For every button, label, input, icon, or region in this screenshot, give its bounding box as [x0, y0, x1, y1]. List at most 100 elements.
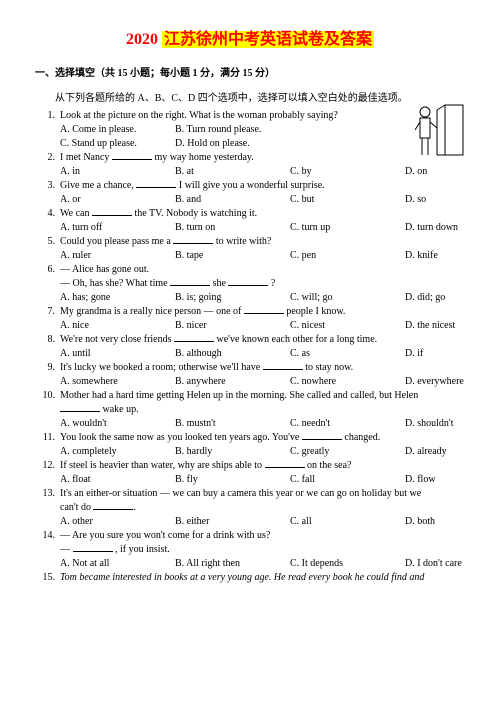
question-number: 13.	[35, 488, 55, 499]
options-row: A. orB. andC. butD. so	[60, 194, 465, 205]
question-item: 5. Could you please pass me a to write wi…	[35, 236, 465, 247]
option-a: A. or	[60, 194, 175, 205]
question-number: 7.	[35, 306, 55, 317]
question-text: Could you please pass me a to write with…	[60, 236, 465, 247]
question-item: 13. It's an either-or situation — we can…	[35, 488, 465, 499]
option-a: A. Not at all	[60, 558, 175, 569]
option-c: C. greatly	[290, 446, 405, 457]
option-d: D. on	[405, 166, 485, 177]
options-row: A. floatB. flyC. fallD. flow	[60, 474, 465, 485]
question-item: 9. It's lucky we booked a room; otherwise…	[35, 362, 465, 373]
option-a: A. completely	[60, 446, 175, 457]
question-number: 1.	[35, 110, 55, 121]
question-item: 6. — Alice has gone out.	[35, 264, 465, 275]
question-item: 3. Give me a chance, I will give you a wo…	[35, 180, 465, 191]
options-row: A. rulerB. tapeC. penD. knife	[60, 250, 465, 261]
option-b: B. fly	[175, 474, 290, 485]
option-a: A. nice	[60, 320, 175, 331]
option-c: C. all	[290, 516, 405, 527]
question-number: 9.	[35, 362, 55, 373]
question-number: 6.	[35, 264, 55, 275]
question-text-line2: — , if you insist.	[60, 544, 465, 555]
options-row: C. Stand up please.D. Hold on please.	[60, 138, 465, 149]
options-row: A. completelyB. hardlyC. greatlyD. alrea…	[60, 446, 465, 457]
question-text: Mother had a hard time getting Helen up …	[60, 390, 465, 401]
question-text: If steel is heavier than water, why are …	[60, 460, 465, 471]
question-number: 4.	[35, 208, 55, 219]
option-c: C. pen	[290, 250, 405, 261]
page-title: 2020 江苏徐州中考英语试卷及答案	[35, 25, 465, 49]
question-text: We're not very close friends we've known…	[60, 334, 465, 345]
option-d: D. already	[405, 446, 485, 457]
question-number: 14.	[35, 530, 55, 541]
option-c: C. will; go	[290, 292, 405, 303]
option-b: B. nicer	[175, 320, 290, 331]
option-d: D. did; go	[405, 292, 485, 303]
question-item: 1. Look at the picture on the right. What…	[35, 110, 465, 121]
option-a: A. ruler	[60, 250, 175, 261]
question-item: 11. You look the same now as you looked …	[35, 432, 465, 443]
question-text: — Alice has gone out.	[60, 264, 465, 275]
question-item: 2.I met Nancy my way home yesterday.	[35, 152, 465, 163]
question-item: 4.We can the TV. Nobody is watching it.	[35, 208, 465, 219]
option-d: D. so	[405, 194, 485, 205]
options-row: A. has; goneB. is; goingC. will; goD. di…	[60, 292, 465, 303]
question-text: My grandma is a really nice person — one…	[60, 306, 465, 317]
options-row: A. inB. atC. byD. on	[60, 166, 465, 177]
question-text-line2: — Oh, has she? What time she ?	[60, 278, 465, 289]
question-text: Give me a chance, I will give you a wond…	[60, 180, 465, 191]
option-b: B. either	[175, 516, 290, 527]
option-d: D. both	[405, 516, 485, 527]
question-number: 8.	[35, 334, 55, 345]
option-c: C. Stand up please.	[60, 138, 175, 149]
option-c: C. needn't	[290, 418, 405, 429]
option-a: A. Come in please.	[60, 124, 175, 135]
option-d: D. I don't care	[405, 558, 485, 569]
options-row: A. somewhereB. anywhereC. nowhereD. ever…	[60, 376, 465, 387]
option-c: C. It depends	[290, 558, 405, 569]
title-year: 2020	[126, 31, 158, 48]
option-c: C. by	[290, 166, 405, 177]
question-item: 8. We're not very close friends we've kno…	[35, 334, 465, 345]
question-continuation: — , if you insist.	[35, 544, 465, 555]
questions-list: 1. Look at the picture on the right. What…	[35, 110, 465, 583]
option-c: C. turn up	[290, 222, 405, 233]
option-b: B. at	[175, 166, 290, 177]
options-row: A. otherB. eitherC. allD. both	[60, 516, 465, 527]
option-b: B. is; going	[175, 292, 290, 303]
question-text-line2: can't do .	[60, 502, 465, 513]
option-d: D. if	[405, 348, 485, 359]
question-item: 14. — Are you sure you won't come for a …	[35, 530, 465, 541]
question-number: 11.	[35, 432, 55, 443]
question-text: I met Nancy my way home yesterday.	[60, 152, 465, 163]
question-text: It's lucky we booked a room; otherwise w…	[60, 362, 465, 373]
options-row: A. Come in please.B. Turn round please.	[60, 124, 465, 135]
question-item: 7. My grandma is a really nice person — o…	[35, 306, 465, 317]
question-number: 5.	[35, 236, 55, 247]
question-number: 15.	[35, 572, 55, 583]
question-text: Look at the picture on the right. What i…	[60, 110, 465, 121]
question-number: 10.	[35, 390, 55, 401]
options-row: A. Not at allB. All right thenC. It depe…	[60, 558, 465, 569]
option-a: A. float	[60, 474, 175, 485]
option-a: A. wouldn't	[60, 418, 175, 429]
option-a: A. until	[60, 348, 175, 359]
question-number: 3.	[35, 180, 55, 191]
option-c: C. nicest	[290, 320, 405, 331]
title-text: 江苏徐州中考英语试卷及答案	[162, 31, 374, 48]
option-c: C. fall	[290, 474, 405, 485]
option-d: D. knife	[405, 250, 485, 261]
option-d: D. the nicest	[405, 320, 485, 331]
option-b: B. hardly	[175, 446, 290, 457]
question-item: 10. Mother had a hard time getting Helen…	[35, 390, 465, 401]
question-text: Tom became interested in books at a very…	[60, 572, 465, 583]
option-a: A. turn off	[60, 222, 175, 233]
option-d: D. shouldn't	[405, 418, 485, 429]
option-b: B. mustn't	[175, 418, 290, 429]
option-b: B. All right then	[175, 558, 290, 569]
option-b: B. turn on	[175, 222, 290, 233]
options-row: A. untilB. althoughC. asD. if	[60, 348, 465, 359]
option-d: D. flow	[405, 474, 485, 485]
option-d: D. Hold on please.	[175, 138, 290, 149]
question-continuation: can't do .	[35, 502, 465, 513]
